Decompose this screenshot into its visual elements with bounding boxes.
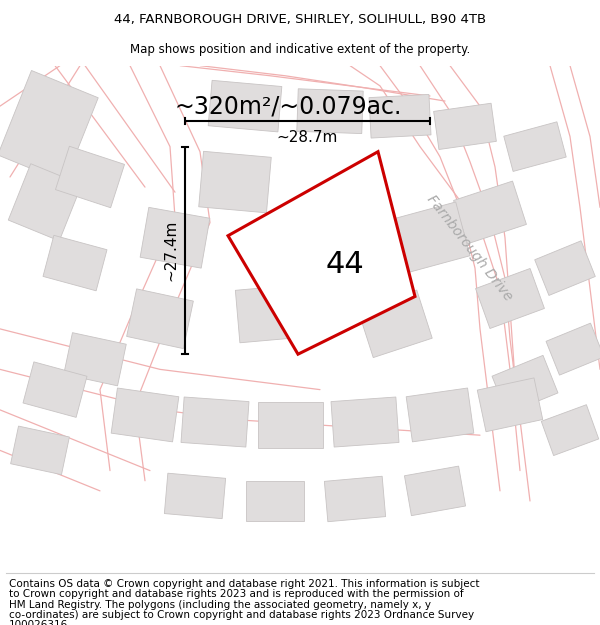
Text: HM Land Registry. The polygons (including the associated geometry, namely x, y: HM Land Registry. The polygons (includin… bbox=[9, 599, 431, 609]
Polygon shape bbox=[504, 122, 566, 171]
Polygon shape bbox=[246, 481, 304, 521]
Text: ~28.7m: ~28.7m bbox=[277, 130, 338, 145]
Text: 44, FARNBOROUGH DRIVE, SHIRLEY, SOLIHULL, B90 4TB: 44, FARNBOROUGH DRIVE, SHIRLEY, SOLIHULL… bbox=[114, 13, 486, 26]
Polygon shape bbox=[404, 466, 466, 516]
Polygon shape bbox=[369, 94, 431, 138]
Polygon shape bbox=[228, 152, 415, 354]
Text: ~320m²/~0.079ac.: ~320m²/~0.079ac. bbox=[175, 94, 401, 118]
Polygon shape bbox=[55, 146, 125, 208]
Text: 44: 44 bbox=[325, 250, 364, 279]
Polygon shape bbox=[257, 402, 323, 448]
Polygon shape bbox=[64, 332, 126, 386]
Polygon shape bbox=[492, 356, 558, 414]
Polygon shape bbox=[434, 103, 496, 149]
Polygon shape bbox=[111, 388, 179, 442]
Polygon shape bbox=[325, 476, 386, 522]
Polygon shape bbox=[11, 426, 70, 474]
Polygon shape bbox=[208, 81, 282, 132]
Text: ~27.4m: ~27.4m bbox=[163, 220, 179, 281]
Text: 100026316.: 100026316. bbox=[9, 620, 71, 625]
Polygon shape bbox=[8, 164, 82, 241]
Text: Map shows position and indicative extent of the property.: Map shows position and indicative extent… bbox=[130, 42, 470, 56]
Polygon shape bbox=[390, 202, 470, 274]
Polygon shape bbox=[23, 362, 87, 418]
Polygon shape bbox=[331, 397, 399, 447]
Polygon shape bbox=[127, 289, 193, 349]
Polygon shape bbox=[43, 236, 107, 291]
Text: co-ordinates) are subject to Crown copyright and database rights 2023 Ordnance S: co-ordinates) are subject to Crown copyr… bbox=[9, 609, 474, 619]
Polygon shape bbox=[358, 290, 432, 357]
Polygon shape bbox=[199, 151, 271, 213]
Polygon shape bbox=[0, 71, 98, 182]
Polygon shape bbox=[235, 284, 305, 342]
Polygon shape bbox=[454, 181, 526, 244]
Polygon shape bbox=[181, 397, 249, 447]
Text: to Crown copyright and database rights 2023 and is reproduced with the permissio: to Crown copyright and database rights 2… bbox=[9, 589, 464, 599]
Polygon shape bbox=[546, 323, 600, 375]
Polygon shape bbox=[541, 405, 599, 456]
Polygon shape bbox=[164, 473, 226, 519]
Polygon shape bbox=[406, 388, 474, 442]
Text: Farnborough Drive: Farnborough Drive bbox=[424, 192, 515, 304]
Text: Contains OS data © Crown copyright and database right 2021. This information is : Contains OS data © Crown copyright and d… bbox=[9, 579, 479, 589]
Polygon shape bbox=[266, 209, 344, 277]
Polygon shape bbox=[535, 241, 595, 296]
Polygon shape bbox=[297, 89, 363, 134]
Polygon shape bbox=[477, 378, 543, 432]
Polygon shape bbox=[140, 208, 210, 268]
Polygon shape bbox=[476, 269, 544, 329]
